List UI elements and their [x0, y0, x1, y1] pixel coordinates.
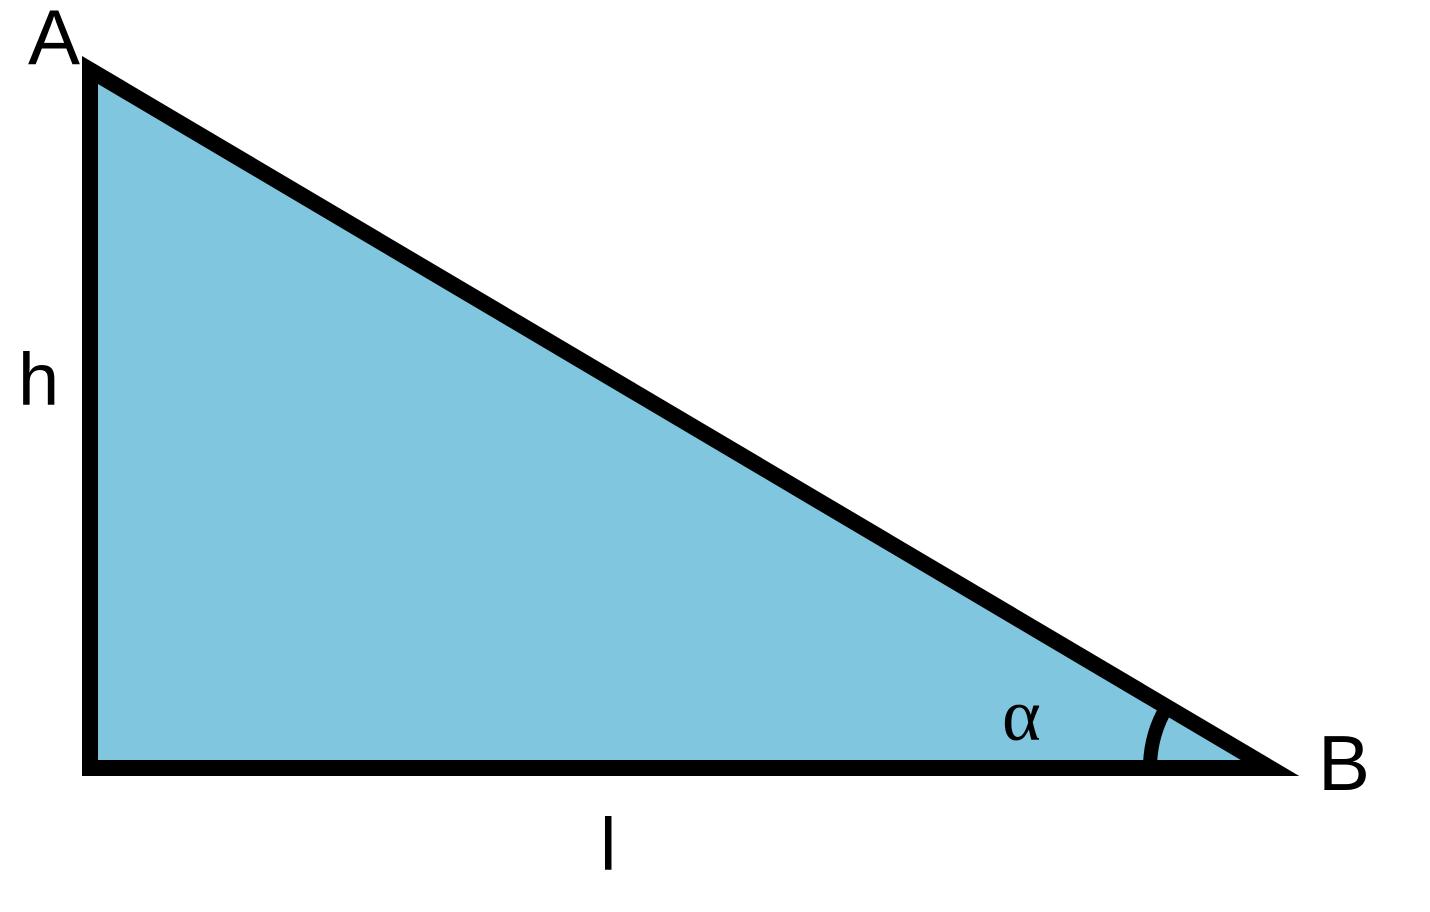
- angle-label-alpha: α: [1002, 675, 1041, 757]
- side-label-h: h: [18, 338, 59, 421]
- vertex-label-b: B: [1318, 719, 1370, 807]
- vertex-label-a: A: [28, 0, 80, 81]
- side-label-l: l: [600, 803, 616, 886]
- triangle-shape: [90, 70, 1270, 768]
- triangle-diagram: A B h l α: [0, 0, 1430, 912]
